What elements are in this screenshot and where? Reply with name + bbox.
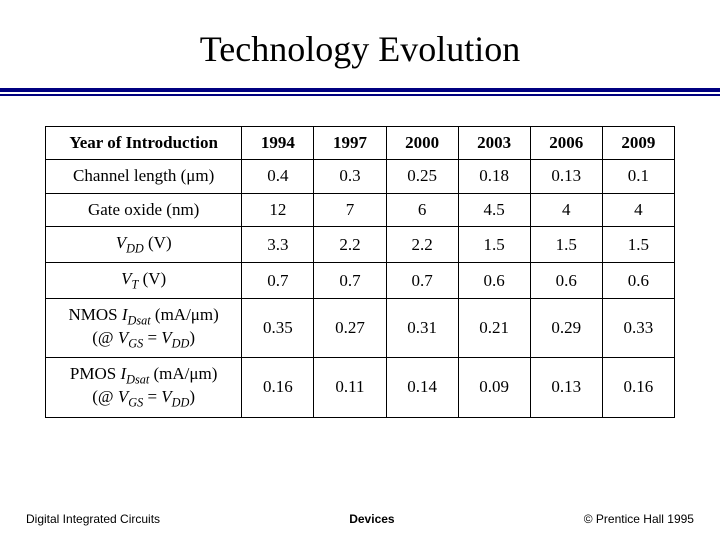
data-cell: 0.6: [458, 263, 530, 299]
row-label: VT (V): [46, 263, 242, 299]
data-cell: 4: [530, 193, 602, 226]
data-cell: 0.7: [242, 263, 314, 299]
data-cell: 1.5: [602, 227, 674, 263]
page-title: Technology Evolution: [200, 28, 520, 70]
table-row: Gate oxide (nm)12764.544: [46, 193, 675, 226]
evolution-table: Year of Introduction19941997200020032006…: [45, 126, 675, 418]
data-cell: 0.25: [386, 160, 458, 193]
data-cell: 0.3: [314, 160, 386, 193]
data-cell: 0.11: [314, 358, 386, 417]
data-cell: 0.18: [458, 160, 530, 193]
data-cell: 0.16: [602, 358, 674, 417]
data-cell: 0.13: [530, 358, 602, 417]
data-cell: 6: [386, 193, 458, 226]
data-cell: 2.2: [386, 227, 458, 263]
data-cell: 0.7: [314, 263, 386, 299]
data-cell: 0.7: [386, 263, 458, 299]
slide: Technology Evolution Year of Introductio…: [0, 0, 720, 540]
data-table: Year of Introduction19941997200020032006…: [45, 126, 675, 418]
data-cell: 0.6: [530, 263, 602, 299]
row-label: Gate oxide (nm): [46, 193, 242, 226]
data-cell: 0.09: [458, 358, 530, 417]
header-label: Year of Introduction: [46, 127, 242, 160]
footer: Digital Integrated Circuits Devices © Pr…: [0, 512, 720, 526]
data-cell: 1.5: [530, 227, 602, 263]
footer-right: © Prentice Hall 1995: [584, 512, 694, 526]
data-cell: 0.29: [530, 299, 602, 358]
column-header: 1994: [242, 127, 314, 160]
column-header: 2000: [386, 127, 458, 160]
row-label: Channel length (μm): [46, 160, 242, 193]
table-row: VDD (V)3.32.22.21.51.51.5: [46, 227, 675, 263]
footer-middle: Devices: [349, 512, 394, 526]
data-cell: 1.5: [458, 227, 530, 263]
table-row: NMOS IDsat (mA/μm)(@ VGS = VDD)0.350.270…: [46, 299, 675, 358]
divider: [0, 88, 720, 96]
data-cell: 4: [602, 193, 674, 226]
data-cell: 2.2: [314, 227, 386, 263]
table-row: PMOS IDsat (mA/μm)(@ VGS = VDD)0.160.110…: [46, 358, 675, 417]
table-row: Channel length (μm)0.40.30.250.180.130.1: [46, 160, 675, 193]
data-cell: 0.1: [602, 160, 674, 193]
data-cell: 0.6: [602, 263, 674, 299]
row-label: VDD (V): [46, 227, 242, 263]
column-header: 1997: [314, 127, 386, 160]
data-cell: 0.14: [386, 358, 458, 417]
data-cell: 0.31: [386, 299, 458, 358]
data-cell: 0.35: [242, 299, 314, 358]
table-header-row: Year of Introduction19941997200020032006…: [46, 127, 675, 160]
column-header: 2003: [458, 127, 530, 160]
data-cell: 0.4: [242, 160, 314, 193]
data-cell: 0.21: [458, 299, 530, 358]
data-cell: 0.13: [530, 160, 602, 193]
data-cell: 7: [314, 193, 386, 226]
data-cell: 12: [242, 193, 314, 226]
row-label: NMOS IDsat (mA/μm)(@ VGS = VDD): [46, 299, 242, 358]
row-label: PMOS IDsat (mA/μm)(@ VGS = VDD): [46, 358, 242, 417]
column-header: 2006: [530, 127, 602, 160]
data-cell: 0.16: [242, 358, 314, 417]
table-row: VT (V)0.70.70.70.60.60.6: [46, 263, 675, 299]
data-cell: 0.33: [602, 299, 674, 358]
data-cell: 4.5: [458, 193, 530, 226]
data-cell: 3.3: [242, 227, 314, 263]
column-header: 2009: [602, 127, 674, 160]
footer-left: Digital Integrated Circuits: [26, 512, 160, 526]
data-cell: 0.27: [314, 299, 386, 358]
